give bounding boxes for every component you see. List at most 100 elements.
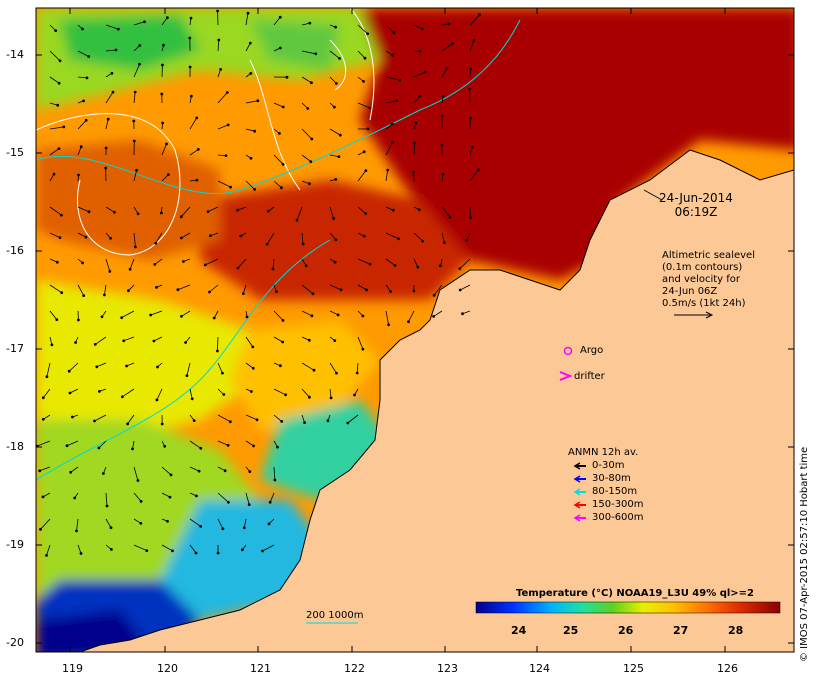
velocity-arrow (469, 40, 475, 52)
velocity-arrow (245, 492, 250, 505)
anmn-item-label: 30-80m (592, 473, 631, 484)
velocity-arrow (42, 388, 51, 398)
velocity-arrow (329, 206, 334, 219)
velocity-arrow (121, 310, 135, 318)
velocity-arrow (105, 49, 117, 52)
velocity-arrow (189, 388, 193, 399)
velocity-arrow (161, 544, 173, 552)
velocity-arrow (161, 143, 167, 156)
velocity-arrow (385, 310, 389, 325)
velocity-arrow (46, 544, 51, 556)
velocity-arrow (156, 388, 163, 401)
velocity-arrow (133, 170, 137, 182)
velocity-arrow (161, 17, 168, 26)
velocity-arrow (385, 232, 399, 240)
velocity-arrow (357, 336, 364, 350)
velocity-arrow (385, 76, 400, 81)
velocity-arrow (49, 148, 60, 156)
velocity-arrow (77, 120, 87, 130)
sealevel-line: 24-Jun 06Z (662, 286, 718, 297)
velocity-arrow (122, 388, 135, 398)
velocity-arrow (441, 68, 448, 78)
velocity-arrow (273, 180, 282, 188)
velocity-arrow (413, 71, 426, 78)
velocity-arrow (133, 544, 147, 551)
velocity-arrow (408, 310, 415, 322)
velocity-arrow (273, 102, 284, 108)
x-tick-label: 124 (529, 662, 550, 675)
velocity-arrow (98, 440, 107, 449)
velocity-arrow (129, 258, 135, 270)
velocity-arrow (329, 388, 332, 398)
velocity-arrow (95, 336, 107, 345)
velocity-arrow (133, 466, 139, 481)
velocity-arrow (66, 440, 79, 447)
velocity-arrow (433, 310, 443, 317)
velocity-arrow (242, 284, 247, 294)
map-raster (36, 8, 794, 652)
velocity-arrow (49, 310, 58, 320)
velocity-arrow (413, 24, 423, 30)
sealevel-line: and velocity for (662, 274, 741, 285)
velocity-arrow (441, 232, 445, 243)
sealevel-line: (0.1m contours) (662, 262, 743, 273)
anmn-item-label: 80-150m (592, 486, 638, 497)
velocity-arrow (245, 336, 254, 348)
velocity-arrow (94, 414, 107, 422)
velocity-arrow (217, 492, 229, 503)
velocity-arrow (77, 50, 89, 57)
velocity-arrow (245, 440, 254, 447)
sealevel-contours (36, 8, 375, 256)
velocity-arrow (133, 63, 140, 78)
velocity-arrow (96, 362, 107, 368)
velocity-arrow (245, 414, 258, 421)
velocity-arrow (189, 149, 199, 156)
anmn-legend-arrows (573, 462, 586, 522)
velocity-arrow (105, 492, 108, 507)
map-frame (35, 7, 795, 653)
velocity-arrow (123, 336, 135, 342)
colorbar-tick-label: 24 (511, 624, 527, 637)
anmn-item-label: 300-600m (592, 512, 644, 523)
velocity-arrow (49, 76, 60, 84)
velocity-arrow (301, 128, 313, 140)
x-tick-label: 125 (623, 662, 644, 675)
image-datetime: 24-Jun-2014 06:19Z (648, 191, 744, 219)
velocity-arrow (357, 102, 371, 109)
velocity-arrow (273, 414, 282, 422)
velocity-arrow (243, 518, 247, 528)
axis-ticks (36, 8, 794, 652)
velocity-arrow (217, 414, 231, 423)
velocity-arrow (237, 206, 247, 211)
velocity-arrow (77, 76, 88, 79)
velocity-arrow (150, 310, 163, 316)
velocity-arrow (217, 39, 220, 52)
velocity-arrow (301, 388, 310, 398)
x-tick-label: 121 (250, 662, 271, 675)
velocity-arrow (273, 336, 283, 343)
velocity-arrow (329, 232, 337, 241)
colorbar-tick-label: 27 (673, 624, 689, 637)
anmn-item-label: 0-30m (592, 460, 625, 471)
velocity-arrow (69, 388, 79, 394)
velocity-arrow (237, 258, 247, 269)
colorbar-title: Temperature (°C) NOAA19_L3U 49% ql>=2 (516, 588, 755, 599)
y-tick-label: -19 (6, 538, 24, 551)
velocity-arrow (273, 310, 284, 321)
velocity-arrow (269, 492, 275, 503)
velocity-arrow (217, 336, 219, 352)
velocity-arrow (189, 466, 200, 472)
velocity-arrow (469, 206, 471, 219)
y-tick-label: -18 (6, 440, 24, 453)
velocity-arrow (105, 206, 115, 213)
velocity-arrow (301, 232, 304, 244)
velocity-arrow (36, 440, 51, 447)
velocity-arrow (245, 180, 255, 190)
velocity-arrow (273, 16, 281, 26)
velocity-arrow (413, 232, 424, 242)
velocity-arrow (77, 146, 82, 156)
y-tick-label: -14 (6, 48, 24, 61)
velocity-arrows (36, 9, 482, 557)
velocity-arrow (413, 142, 416, 156)
velocity-arrow (245, 128, 255, 132)
